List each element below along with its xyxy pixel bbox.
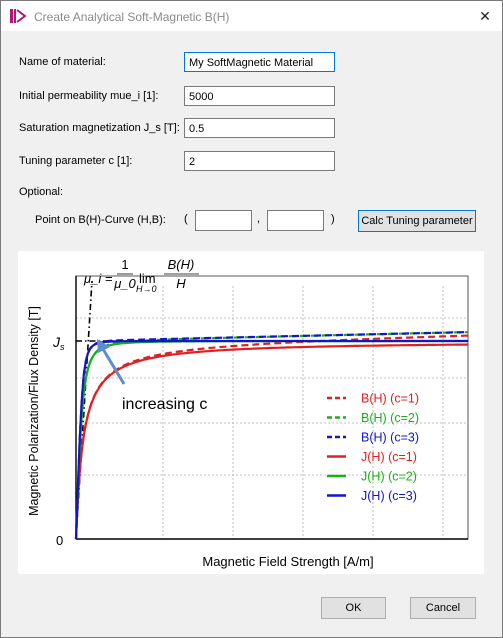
legend-label-4: J(H) (c=2) [361, 470, 417, 484]
origin-label: 0 [56, 533, 63, 548]
legend-label-1: B(H) (c=2) [361, 411, 419, 425]
chart-grid [76, 286, 468, 539]
mu-label: Initial permeability mue_i [1]: [19, 90, 159, 102]
formula-ratio-den: H [176, 276, 186, 291]
point-label: Point on B(H)-Curve (H,B): [35, 214, 166, 226]
optional-label: Optional: [19, 186, 64, 198]
ok-button[interactable]: OK [321, 597, 386, 619]
formula-lim-sub: H→0 [136, 284, 157, 294]
increasing-c-arrow [97, 339, 126, 385]
app-logo-icon [10, 9, 26, 23]
h-field[interactable] [195, 210, 252, 231]
name-label: Name of material: [19, 56, 106, 68]
name-field[interactable]: My SoftMagnetic Material [184, 52, 335, 72]
title-bar[interactable]: Create Analytical Soft-Magnetic B(H) ✕ [1, 1, 502, 31]
series-line-5 [74, 339, 468, 540]
c-label: Tuning parameter c [1]: [19, 155, 133, 167]
js-label: Saturation magnetization J_s [T]: [19, 122, 180, 134]
formula-frac-num: 1 [121, 257, 128, 272]
legend-label-5: J(H) (c=3) [361, 489, 417, 503]
formula-ratio-num: B(H) [168, 257, 195, 272]
js-field[interactable]: 0.5 [184, 118, 335, 138]
b-field[interactable] [267, 210, 324, 231]
legend-label-2: B(H) (c=3) [361, 431, 419, 445]
x-axis-label: Magnetic Field Strength [A/m] [202, 554, 373, 569]
close-icon[interactable]: ✕ [479, 8, 491, 24]
window-title: Create Analytical Soft-Magnetic B(H) [34, 10, 230, 24]
series-line-3 [74, 343, 469, 540]
legend-label-3: J(H) (c=1) [361, 450, 417, 464]
paren-close: ) [331, 213, 335, 225]
c-field[interactable]: 2 [184, 151, 335, 171]
comma: , [257, 213, 261, 225]
chart-panel: μ_i = 1 μ_0 lim H→0 B(H) H Js 0 Magnetic… [18, 251, 484, 574]
paren-open: ( [184, 213, 188, 225]
formula-frac-den: μ_0 [113, 276, 136, 291]
formula-lhs: μ_i = [83, 271, 113, 286]
permeability-formula: μ_i = 1 μ_0 lim H→0 B(H) H [83, 257, 199, 294]
cancel-button[interactable]: Cancel [410, 597, 476, 619]
mu-field[interactable]: 5000 [184, 86, 335, 106]
bh-chart: μ_i = 1 μ_0 lim H→0 B(H) H Js 0 Magnetic… [27, 257, 469, 569]
chart-curves [74, 330, 469, 540]
calc-tuning-button[interactable]: Calc Tuning parameter [358, 210, 476, 232]
chart-legend: B(H) (c=1) B(H) (c=2) B(H) (c=3) J(H) (c=1)… [327, 392, 419, 503]
js-axis-label: Js [52, 334, 65, 352]
series-line-2 [74, 330, 468, 540]
increasing-c-label: increasing c [122, 396, 207, 413]
y-axis-label: Magnetic Polarization/Flux Density [T] [27, 306, 41, 516]
legend-label-0: B(H) (c=1) [361, 392, 419, 406]
formula-lim: lim [139, 271, 156, 286]
